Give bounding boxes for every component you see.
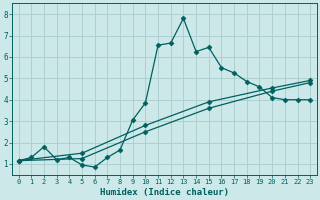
X-axis label: Humidex (Indice chaleur): Humidex (Indice chaleur) — [100, 188, 229, 197]
